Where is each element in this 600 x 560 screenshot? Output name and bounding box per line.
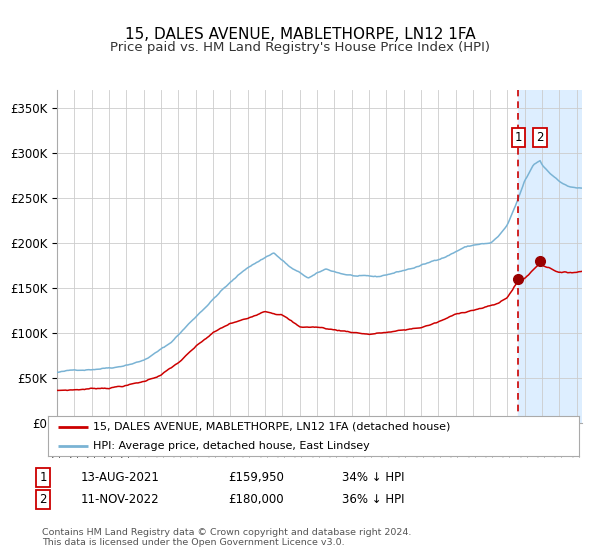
Text: 2: 2 <box>40 493 47 506</box>
Text: 13-AUG-2021: 13-AUG-2021 <box>81 470 160 484</box>
Bar <box>518 90 599 423</box>
Text: 2: 2 <box>536 130 544 143</box>
Text: 36% ↓ HPI: 36% ↓ HPI <box>342 493 404 506</box>
Text: 34% ↓ HPI: 34% ↓ HPI <box>342 470 404 484</box>
Text: £180,000: £180,000 <box>228 493 284 506</box>
Text: Price paid vs. HM Land Registry's House Price Index (HPI): Price paid vs. HM Land Registry's House … <box>110 41 490 54</box>
Text: 11-NOV-2022: 11-NOV-2022 <box>81 493 160 506</box>
Text: £159,950: £159,950 <box>228 470 284 484</box>
Text: 1: 1 <box>40 470 47 484</box>
Text: 15, DALES AVENUE, MABLETHORPE, LN12 1FA (detached house): 15, DALES AVENUE, MABLETHORPE, LN12 1FA … <box>93 422 451 432</box>
Text: 15, DALES AVENUE, MABLETHORPE, LN12 1FA: 15, DALES AVENUE, MABLETHORPE, LN12 1FA <box>125 27 475 42</box>
Text: Contains HM Land Registry data © Crown copyright and database right 2024.
This d: Contains HM Land Registry data © Crown c… <box>42 528 412 547</box>
Text: 1: 1 <box>514 130 522 143</box>
Text: HPI: Average price, detached house, East Lindsey: HPI: Average price, detached house, East… <box>93 441 370 451</box>
